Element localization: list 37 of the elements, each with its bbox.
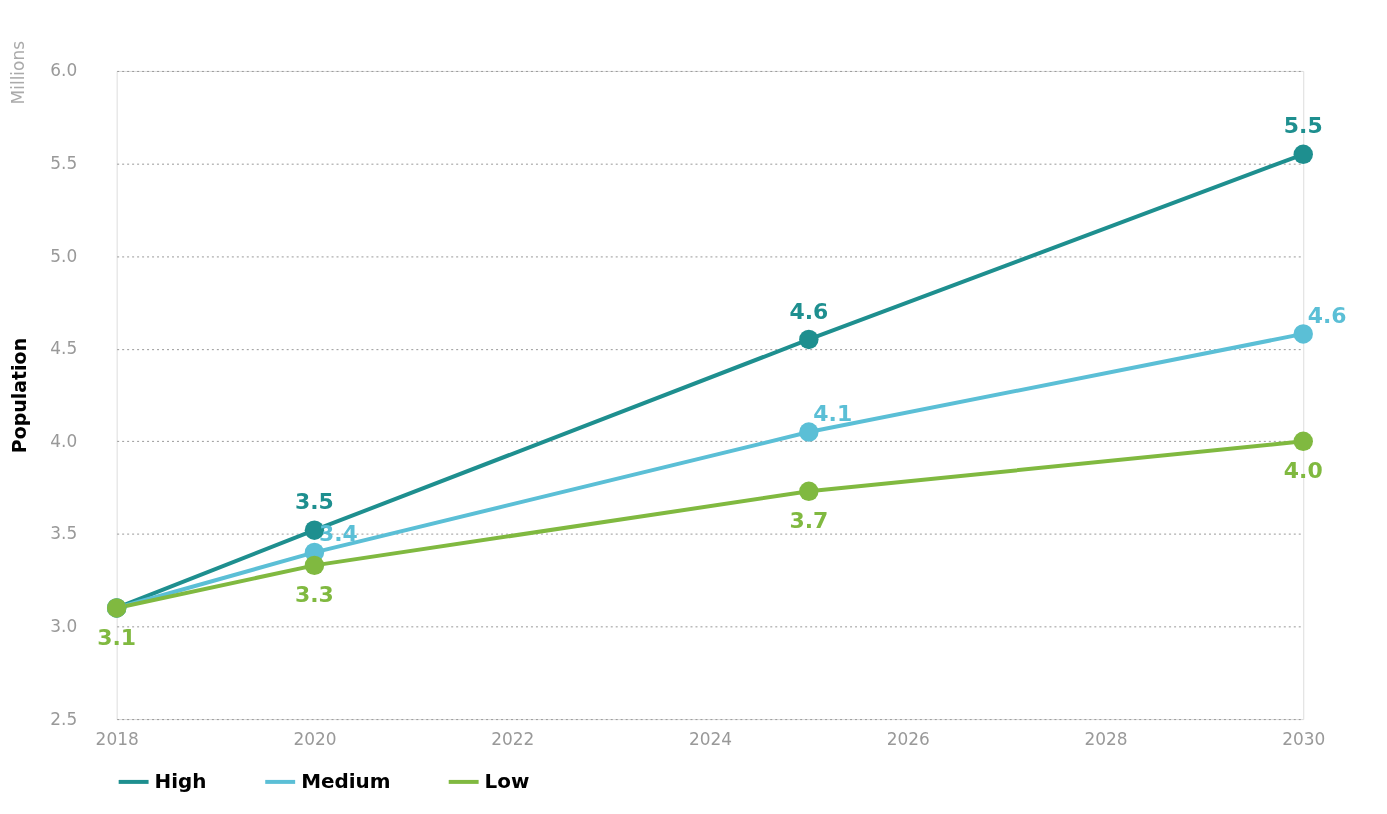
x-tick-label: 2024: [688, 728, 733, 749]
point: [799, 329, 819, 350]
data-label: 3.7: [789, 508, 829, 534]
x-tick-label: 2022: [491, 728, 535, 749]
y-tick-label: 5.5: [50, 153, 78, 174]
y-tick-label: 3.5: [50, 523, 78, 544]
y-axis-title: Population: [8, 337, 31, 454]
data-label: 4.6: [789, 298, 829, 324]
point: [1293, 431, 1313, 452]
data-label: 3.3: [295, 582, 334, 608]
x-tick-label: 2026: [886, 728, 930, 749]
y-tick-label: 6.0: [50, 60, 78, 81]
point: [799, 422, 819, 442]
point: [304, 555, 325, 576]
data-label: 3.5: [295, 489, 334, 515]
point: [799, 481, 819, 502]
data-label: 3.1: [97, 624, 137, 650]
y-tick-label: 4.0: [50, 430, 78, 451]
x-tick-label: 2018: [95, 728, 139, 749]
legend-label: High: [154, 768, 207, 793]
data-label: 3.4: [318, 521, 358, 547]
legend-label: Low: [484, 768, 530, 793]
point: [1293, 144, 1313, 164]
x-tick-label: 2020: [293, 728, 337, 749]
y-tick-label: 5.0: [50, 245, 78, 266]
y-tick-label: 3.0: [50, 615, 78, 636]
point: [1293, 324, 1313, 344]
text: Millions: [7, 41, 28, 105]
y-tick-label: 4.5: [50, 338, 78, 359]
data-label: 4.1: [813, 401, 853, 427]
x-tick-label: 2028: [1084, 728, 1128, 749]
x-tick-label: 2030: [1282, 728, 1326, 749]
data-label: 5.5: [1283, 113, 1323, 139]
y-tick-label: 2.5: [50, 708, 78, 729]
legend-label: Medium: [301, 768, 391, 793]
data-label: 4.6: [1307, 302, 1347, 328]
data-label: 4.0: [1283, 458, 1323, 484]
